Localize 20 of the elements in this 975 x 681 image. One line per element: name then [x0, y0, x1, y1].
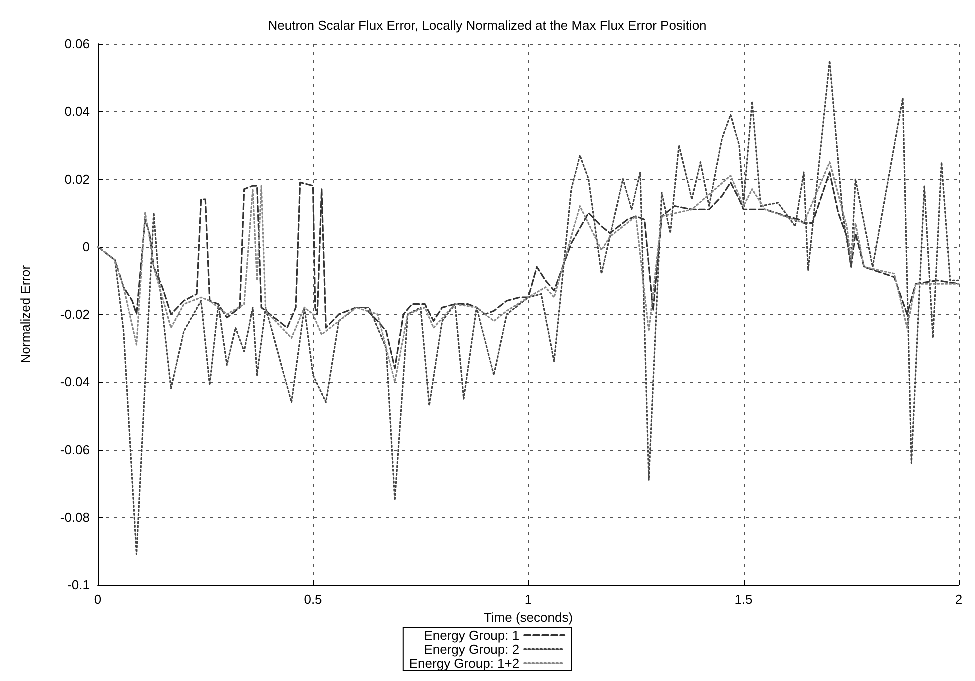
y-tick-label: 0.06 [64, 36, 90, 52]
y-tick-label: -0.06 [60, 442, 90, 458]
chart-title: Neutron Scalar Flux Error, Locally Normalized at the Max Flux Error Position [268, 18, 707, 33]
legend-label: Energy Group: 2 [424, 642, 520, 657]
y-axis-title: Normalized Error [18, 264, 33, 364]
legend-label: Energy Group: 1 [424, 628, 520, 643]
x-tick-label: 1 [524, 592, 532, 607]
legend-label: Energy Group: 1+2 [409, 656, 520, 671]
y-tick-label: 0 [82, 239, 90, 254]
x-tick-label: 0 [94, 592, 102, 607]
x-tick-label: 0.5 [304, 592, 322, 607]
x-tick-label: 1.5 [734, 592, 753, 607]
x-tick-label: 2 [955, 592, 963, 607]
y-tick-label: 0.02 [64, 172, 90, 187]
y-tick-label: -0.08 [60, 510, 90, 525]
y-tick-label: -0.04 [60, 374, 90, 390]
y-tick-label: -0.02 [60, 307, 90, 322]
y-tick-label: 0.04 [64, 104, 90, 120]
x-axis-title: Time (seconds) [484, 610, 574, 625]
y-tick-label: -0.1 [68, 578, 90, 592]
